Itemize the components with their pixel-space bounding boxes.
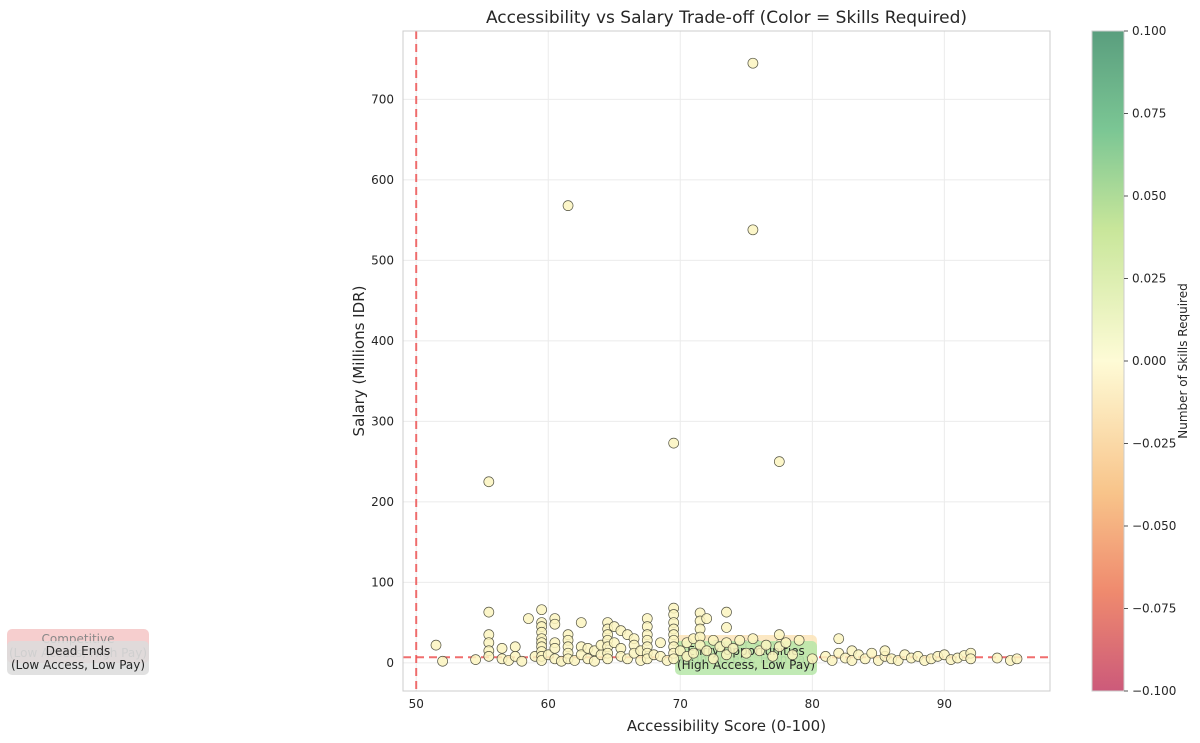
data-point [747, 633, 759, 645]
y-axis-label: Salary (Millions IDR) [350, 286, 368, 437]
y-tick-label: 600 [371, 173, 394, 187]
x-axis-ticks: 50 60 70 80 90 [409, 697, 952, 711]
data-point [509, 641, 521, 653]
data-point [826, 655, 838, 666]
colorbar-tick-label: 0.050 [1132, 189, 1166, 203]
data-point [991, 652, 1003, 664]
data-point [734, 634, 746, 646]
data-point [483, 606, 495, 618]
colorbar-tick-label: −0.075 [1132, 602, 1176, 616]
colorbar-ticks: 0.100 0.075 0.050 0.025 0.000 −0.025 −0.050 −0.… [1124, 24, 1176, 698]
colorbar-gradient [1091, 30, 1125, 692]
colorbar-tick-label: 0.000 [1132, 354, 1166, 368]
colorbar: 0.100 0.075 0.050 0.025 0.000 −0.025 −0.050 −0.… [1091, 24, 1190, 698]
data-points [430, 57, 1023, 667]
data-point [707, 653, 719, 665]
data-point [437, 655, 448, 667]
data-point [965, 653, 977, 665]
data-point [536, 604, 547, 616]
data-point [470, 654, 481, 665]
data-point [727, 642, 739, 654]
data-point [668, 653, 680, 665]
data-point [740, 647, 752, 659]
data-point [668, 437, 680, 449]
annotation-text: Dead Ends [46, 644, 110, 658]
data-point [496, 642, 508, 654]
data-point [793, 634, 805, 646]
data-point [549, 618, 561, 630]
data-point [516, 655, 528, 667]
data-point [430, 639, 442, 651]
x-tick-label: 70 [673, 697, 688, 711]
chart-title: Accessibility vs Salary Trade-off (Color… [486, 8, 967, 28]
data-point [806, 653, 818, 665]
data-point [483, 476, 495, 488]
data-point [773, 629, 785, 641]
y-tick-label: 300 [371, 414, 394, 428]
colorbar-tick-label: −0.025 [1132, 437, 1176, 451]
data-point [721, 649, 732, 661]
data-point [575, 617, 587, 628]
data-point [721, 622, 732, 633]
annotation-text: (Low Access, Low Pay) [11, 658, 145, 672]
data-point [707, 634, 719, 646]
data-point [767, 651, 779, 662]
annotation-box [7, 641, 149, 675]
x-tick-label: 90 [937, 697, 952, 711]
annotation-text: (High Access, Low Pay) [677, 658, 815, 672]
data-point [787, 649, 798, 661]
data-point [688, 647, 699, 659]
y-tick-label: 100 [371, 575, 394, 589]
data-point [523, 613, 534, 624]
y-tick-label: 0 [386, 656, 394, 670]
data-point [589, 655, 600, 667]
data-point [879, 645, 891, 657]
data-point [866, 647, 878, 659]
y-tick-label: 200 [371, 495, 394, 509]
colorbar-label: Number of Skills Required [1176, 283, 1190, 438]
data-point [602, 653, 614, 665]
data-point [483, 651, 495, 662]
y-tick-label: 400 [371, 334, 394, 348]
data-point [721, 606, 732, 618]
data-point [1011, 653, 1023, 665]
data-point [655, 637, 666, 649]
plot-frame [402, 30, 1051, 692]
annotation-2: Dead Ends(Low Access, Low Pay) [7, 641, 149, 675]
colorbar-tick-label: −0.050 [1132, 519, 1176, 533]
y-tick-label: 500 [371, 253, 394, 267]
colorbar-tick-label: −0.100 [1132, 684, 1176, 698]
data-point [780, 637, 792, 649]
y-tick-label: 700 [371, 92, 394, 106]
data-point [562, 200, 574, 212]
data-point [701, 613, 713, 624]
data-point [833, 633, 845, 645]
colorbar-tick-label: 0.075 [1132, 107, 1166, 121]
data-point [747, 224, 759, 236]
data-point [549, 642, 561, 654]
colorbar-tick-label: 0.100 [1132, 24, 1166, 38]
x-tick-label: 80 [805, 697, 820, 711]
data-point [747, 57, 759, 69]
plot-area [403, 31, 1050, 691]
x-tick-label: 50 [409, 697, 424, 711]
data-point [760, 639, 772, 651]
colorbar-tick-label: 0.025 [1132, 272, 1166, 286]
data-point [773, 456, 785, 467]
x-tick-label: 60 [541, 697, 556, 711]
x-axis-label: Accessibility Score (0-100) [627, 717, 826, 735]
data-point [701, 645, 713, 657]
y-axis-ticks: 0 100 200 300 400 500 600 700 [371, 92, 394, 669]
